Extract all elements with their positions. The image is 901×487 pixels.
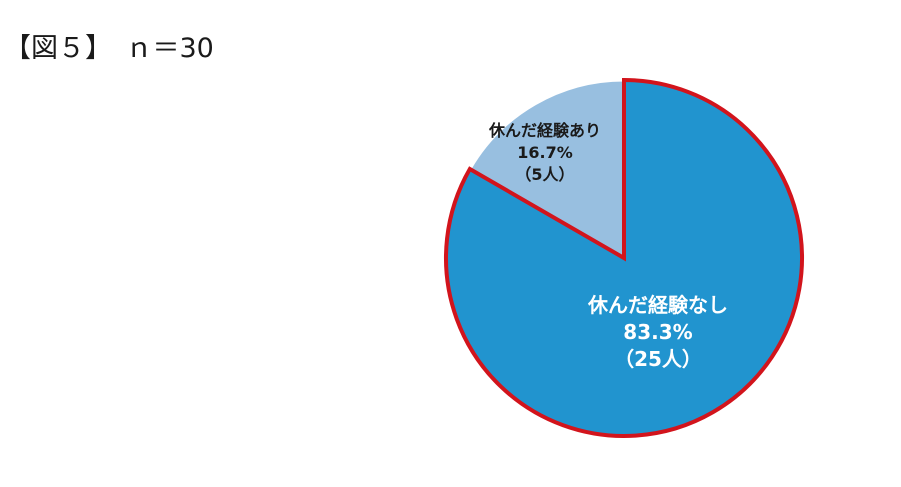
slice-name-1: 休んだ経験なし (587, 293, 728, 317)
pie-slice-2 (467, 78, 626, 261)
slice-count-2: （5人） (515, 165, 574, 184)
slice-label-2: 休んだ経験あり 16.7% （5人） (488, 121, 601, 184)
slice-percent-2: 16.7% (517, 143, 573, 162)
pie-slice-1 (444, 77, 804, 438)
chart-title: 【図５】 ｎ＝30 (4, 33, 214, 64)
slice-count-1: （25人） (614, 347, 702, 371)
slice-label-1: 休んだ経験なし 83.3% （25人） (587, 293, 728, 371)
slice-percent-1: 83.3% (623, 320, 692, 344)
slice-name-2: 休んだ経験あり (488, 121, 601, 140)
